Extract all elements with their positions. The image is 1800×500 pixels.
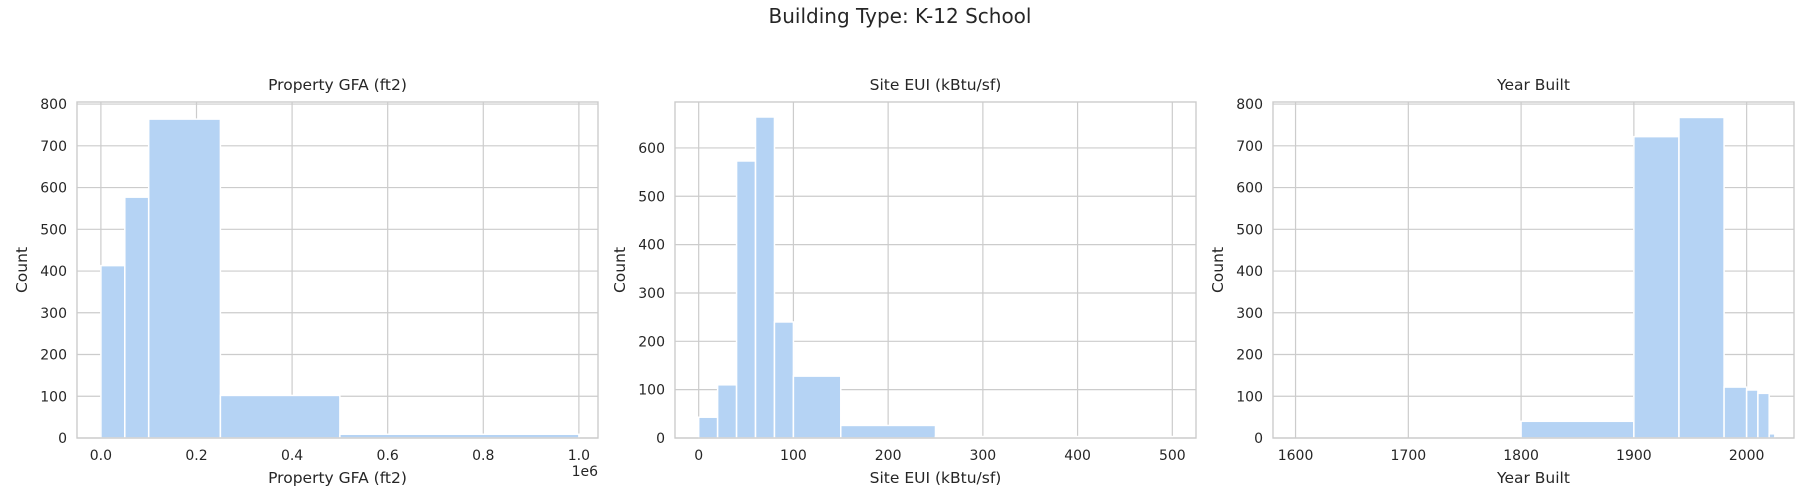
- y-tick-label: 400: [1236, 264, 1263, 280]
- x-tick-label: 400: [1064, 448, 1091, 464]
- x-tick-label: 500: [1159, 448, 1186, 464]
- histogram-bar: [840, 424, 937, 439]
- histogram-bar: [100, 264, 126, 439]
- x-tick-label: 0.2: [185, 448, 207, 464]
- y-axis-label: Count: [1209, 247, 1227, 293]
- y-axis-label: Count: [13, 247, 31, 293]
- y-tick-label: 100: [40, 389, 67, 405]
- figure-title: Building Type: K-12 School: [768, 4, 1032, 28]
- histogram-bar: [124, 196, 150, 439]
- y-tick-label: 600: [40, 181, 67, 197]
- histogram-bar: [697, 416, 719, 439]
- x-tick-label: 0: [694, 448, 703, 464]
- y-tick-label: 0: [58, 431, 67, 447]
- x-tick-label: 0.4: [281, 448, 303, 464]
- histogram-bar: [773, 321, 795, 439]
- x-tick-label: 0.8: [472, 448, 494, 464]
- y-tick-label: 500: [40, 222, 67, 238]
- histogram-bar: [792, 375, 842, 439]
- y-tick-label: 200: [638, 334, 665, 350]
- x-tick-label: 1.0: [568, 448, 590, 464]
- y-tick-label: 300: [40, 306, 67, 322]
- y-tick-label: 200: [40, 348, 67, 364]
- x-tick-label: 1900: [1616, 448, 1652, 464]
- y-tick-label: 100: [1236, 389, 1263, 405]
- x-offset-label: 1e6: [572, 464, 599, 480]
- subplot-3: 1600 1700 1800 1900 2000 0 100 200 300 400 500 600 7…: [1209, 76, 1795, 487]
- subplot-1: 0.0 0.2 0.4 0.6 0.8 1.0 0 100 200 300 400 500 600 700…: [13, 76, 599, 487]
- x-tick-label: 300: [969, 448, 996, 464]
- y-tick-label: 400: [638, 238, 665, 254]
- x-tick-label: 1600: [1278, 448, 1314, 464]
- y-tick-label: 200: [1236, 348, 1263, 364]
- y-tick-label: 600: [1236, 181, 1263, 197]
- x-tick-label: 1700: [1391, 448, 1427, 464]
- plot-frame: [76, 101, 599, 439]
- histogram-bar: [1745, 389, 1759, 439]
- y-tick-label: 400: [40, 264, 67, 280]
- histogram-bar: [716, 384, 738, 439]
- y-tick-label: 700: [1236, 139, 1263, 155]
- histogram-bar: [1757, 392, 1770, 439]
- subplot-title: Year Built: [1496, 76, 1570, 94]
- y-tick-label: 0: [1254, 431, 1263, 447]
- histogram-bar: [754, 116, 776, 439]
- y-tick-label: 700: [40, 139, 67, 155]
- y-tick-label: 800: [1236, 97, 1263, 113]
- y-tick-label: 800: [40, 97, 67, 113]
- x-tick-label: 0.6: [377, 448, 399, 464]
- x-tick-label: 100: [780, 448, 807, 464]
- histogram-bar: [735, 160, 757, 439]
- subplot-title: Property GFA (ft2): [268, 76, 407, 94]
- x-tick-label: 2000: [1729, 448, 1765, 464]
- y-tick-label: 600: [638, 141, 665, 157]
- y-axis-label: Count: [611, 247, 629, 293]
- x-tick-label: 0.0: [90, 448, 112, 464]
- x-tick-label: 200: [875, 448, 902, 464]
- y-tick-label: 0: [656, 431, 665, 447]
- x-axis-label: Site EUI (kBtu/sf): [870, 469, 1002, 487]
- histogram-bar: [1520, 420, 1635, 439]
- subplot-title: Site EUI (kBtu/sf): [870, 76, 1002, 94]
- histogram-bar: [147, 118, 222, 439]
- y-tick-label: 100: [638, 383, 665, 399]
- y-tick-label: 500: [1236, 222, 1263, 238]
- histogram-bar: [1678, 116, 1725, 439]
- y-tick-label: 300: [1236, 306, 1263, 322]
- plot-frame: [674, 101, 1197, 439]
- x-tick-label: 1800: [1503, 448, 1539, 464]
- plot-frame: [1272, 101, 1795, 439]
- x-axis-label: Year Built: [1496, 469, 1570, 487]
- y-tick-label: 300: [638, 286, 665, 302]
- subplot-2: 0 100 200 300 400 500 0 100 200 300 400 500 600 Site …: [611, 76, 1197, 487]
- histogram-bar: [1633, 135, 1680, 439]
- y-tick-label: 500: [638, 189, 665, 205]
- histogram-bar: [219, 394, 341, 439]
- x-axis-label: Property GFA (ft2): [268, 469, 407, 487]
- histogram-bar: [1723, 386, 1748, 439]
